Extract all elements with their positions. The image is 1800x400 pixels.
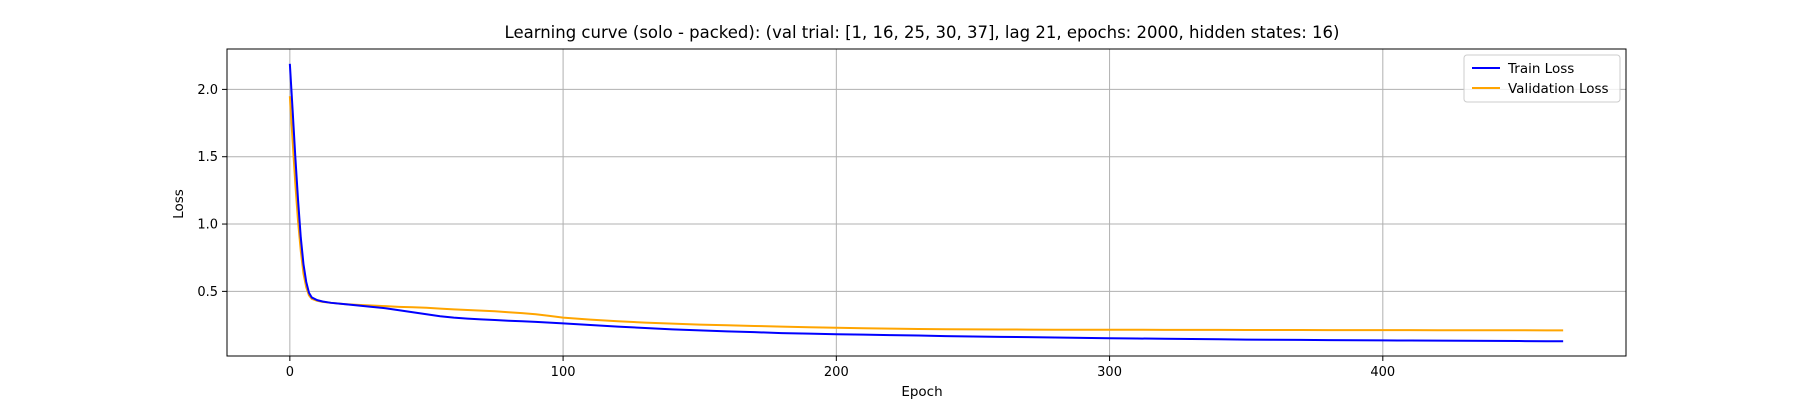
y-tick-label: 2.0 <box>197 83 218 98</box>
series-group <box>288 63 1564 343</box>
chart-title: Learning curve (solo - packed): (val tri… <box>505 23 1340 42</box>
legend-box <box>1463 54 1621 103</box>
plot-frame <box>226 48 1627 357</box>
x-tick-label: 200 <box>824 365 849 380</box>
legend: Train Loss Validation Loss <box>1463 54 1621 103</box>
x-tick-label: 400 <box>1370 365 1395 380</box>
x-axis-label: Epoch <box>901 384 942 400</box>
validation-loss-line <box>288 96 1564 332</box>
y-tick-label: 1.5 <box>197 150 218 165</box>
x-tick-label: 0 <box>286 365 294 380</box>
y-axis: 0.5 1.0 1.5 2.0 <box>197 83 227 300</box>
y-axis-label: Loss <box>171 189 187 219</box>
x-tick-label: 100 <box>551 365 576 380</box>
grid <box>227 49 1626 356</box>
train-loss-line <box>288 63 1564 343</box>
x-tick-label: 300 <box>1097 365 1122 380</box>
y-tick-label: 0.5 <box>197 285 218 300</box>
x-axis: 0 100 200 300 400 <box>286 356 1395 380</box>
legend-label-train-loss: Train Loss <box>1507 61 1574 77</box>
y-tick-label: 1.0 <box>197 218 218 233</box>
legend-label-validation-loss: Validation Loss <box>1508 81 1609 97</box>
